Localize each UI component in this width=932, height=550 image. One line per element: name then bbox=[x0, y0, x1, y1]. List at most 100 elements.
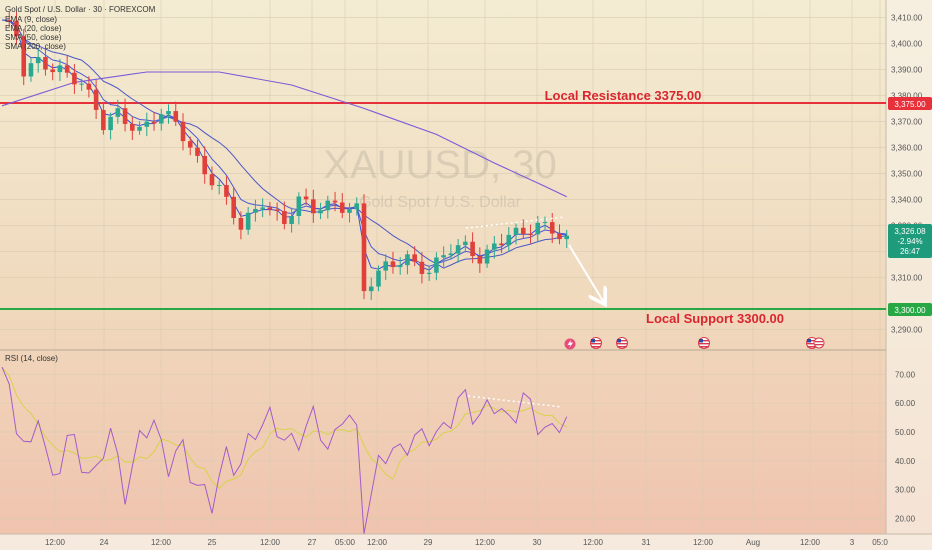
candle-body bbox=[564, 235, 570, 240]
candle-body bbox=[477, 256, 483, 264]
projection-arrow[interactable] bbox=[568, 244, 603, 301]
candle-body bbox=[108, 116, 113, 131]
rsi-trendline-dotted[interactable] bbox=[467, 395, 563, 408]
us-flag-event-icon[interactable] bbox=[698, 337, 710, 349]
candle-body bbox=[216, 184, 222, 186]
candle-body bbox=[463, 241, 468, 246]
price-axis-panel[interactable] bbox=[886, 0, 932, 534]
candle-body bbox=[397, 265, 403, 268]
time-tick-label: 12:00 bbox=[151, 538, 172, 547]
candle-body bbox=[173, 111, 179, 122]
indicator-sma200[interactable]: SMA (200, close) bbox=[5, 42, 66, 51]
rsi-tick-label: 70.00 bbox=[895, 370, 916, 379]
price-tick-label: 3,410.00 bbox=[891, 13, 923, 22]
time-tick-label: 3 bbox=[850, 538, 855, 547]
rsi-indicator-label[interactable]: RSI (14, close) bbox=[5, 354, 58, 363]
current-price-badge bbox=[888, 224, 932, 258]
candle-body bbox=[158, 114, 164, 124]
candle-body bbox=[484, 249, 490, 264]
candle-body bbox=[419, 261, 425, 274]
support-axis-label: 3,300.00 bbox=[894, 306, 926, 315]
candle-body bbox=[347, 209, 352, 213]
indicator-sma50[interactable]: SMA (50, close) bbox=[5, 33, 62, 42]
candle-body bbox=[43, 57, 48, 70]
candle-body bbox=[470, 241, 475, 257]
candle-body bbox=[209, 174, 215, 186]
candle-body bbox=[122, 108, 128, 124]
candle-body bbox=[101, 109, 106, 131]
us-flag-event-icon[interactable] bbox=[590, 337, 602, 349]
candle-body bbox=[499, 243, 504, 246]
bar-countdown-label: 26:47 bbox=[900, 247, 921, 256]
rsi-tick-label: 40.00 bbox=[895, 457, 916, 466]
candle-body bbox=[50, 69, 55, 73]
price-tick-label: 3,290.00 bbox=[891, 325, 923, 334]
candle-body bbox=[187, 141, 193, 148]
candle-body bbox=[390, 261, 396, 268]
price-trendline-dotted[interactable] bbox=[465, 216, 566, 229]
candle-body bbox=[520, 227, 526, 235]
time-axis-panel[interactable] bbox=[0, 534, 932, 550]
resistance-axis-label-bg bbox=[888, 97, 932, 110]
candle-body bbox=[455, 245, 461, 254]
candle-body bbox=[535, 222, 541, 235]
candle-body bbox=[202, 155, 208, 175]
us-flag-event-icon[interactable] bbox=[806, 337, 825, 349]
candle-body bbox=[274, 209, 280, 212]
price-tick-label: 3,350.00 bbox=[891, 169, 923, 178]
time-tick-label: 29 bbox=[424, 538, 433, 547]
indicator-ema9[interactable]: EMA (9, close) bbox=[5, 15, 57, 24]
candle-body bbox=[6, 20, 12, 22]
candle-body bbox=[426, 272, 432, 274]
candle-body bbox=[506, 234, 512, 246]
indicator-ema20[interactable]: EMA (20, close) bbox=[5, 24, 62, 33]
rsi-tick-label: 50.00 bbox=[895, 428, 916, 437]
candle-body bbox=[412, 254, 417, 262]
time-tick-label: 05:00 bbox=[335, 538, 356, 547]
time-tick-label: 12:00 bbox=[475, 538, 496, 547]
candle-body bbox=[405, 254, 410, 266]
time-tick-label: 12:00 bbox=[693, 538, 714, 547]
candle-body bbox=[448, 253, 454, 256]
candle-body bbox=[354, 203, 360, 210]
candle-body bbox=[28, 63, 34, 77]
candle-body bbox=[318, 210, 323, 214]
candle-body bbox=[260, 207, 265, 209]
candle-body bbox=[14, 21, 19, 37]
candle-body bbox=[93, 89, 99, 110]
sma200-line bbox=[1, 71, 567, 198]
candle-body bbox=[267, 207, 273, 210]
resistance-axis-label: 3,375.00 bbox=[894, 100, 926, 109]
symbol-header[interactable]: Gold Spot / U.S. Dollar · 30 · FOREXCOM bbox=[5, 5, 156, 14]
candle-body bbox=[130, 123, 135, 131]
price-tick-label: 3,340.00 bbox=[891, 195, 923, 204]
price-tick-label: 3,380.00 bbox=[891, 91, 923, 100]
candle-body bbox=[231, 196, 236, 219]
time-tick-label: 30 bbox=[533, 538, 542, 547]
candle-body bbox=[311, 199, 316, 214]
candle-body bbox=[325, 200, 331, 211]
candle-body bbox=[282, 211, 287, 224]
candle-body bbox=[332, 200, 338, 203]
candle-body bbox=[166, 111, 171, 115]
price-tick-label: 3,360.00 bbox=[891, 143, 923, 152]
candle-body bbox=[303, 196, 309, 200]
time-tick-label: 31 bbox=[642, 538, 651, 547]
rsi-axis-ticks: 70.00 60.00 50.00 40.00 30.00 20.00 bbox=[895, 370, 916, 523]
support-axis-label-bg bbox=[888, 303, 932, 316]
candle-body bbox=[557, 233, 562, 240]
candle-body bbox=[441, 255, 446, 258]
candle-body bbox=[64, 65, 70, 73]
rsi-ma-line bbox=[1, 366, 567, 490]
time-tick-label: 12:00 bbox=[260, 538, 281, 547]
lightning-event-icon[interactable] bbox=[564, 338, 576, 350]
time-tick-label: 27 bbox=[308, 538, 317, 547]
price-tick-label: 3,390.00 bbox=[891, 65, 923, 74]
candle-body bbox=[35, 57, 41, 64]
candle-body bbox=[542, 222, 548, 224]
rsi-tick-label: 20.00 bbox=[895, 514, 916, 523]
candle-body bbox=[21, 36, 27, 77]
us-flag-event-icon[interactable] bbox=[616, 337, 628, 349]
